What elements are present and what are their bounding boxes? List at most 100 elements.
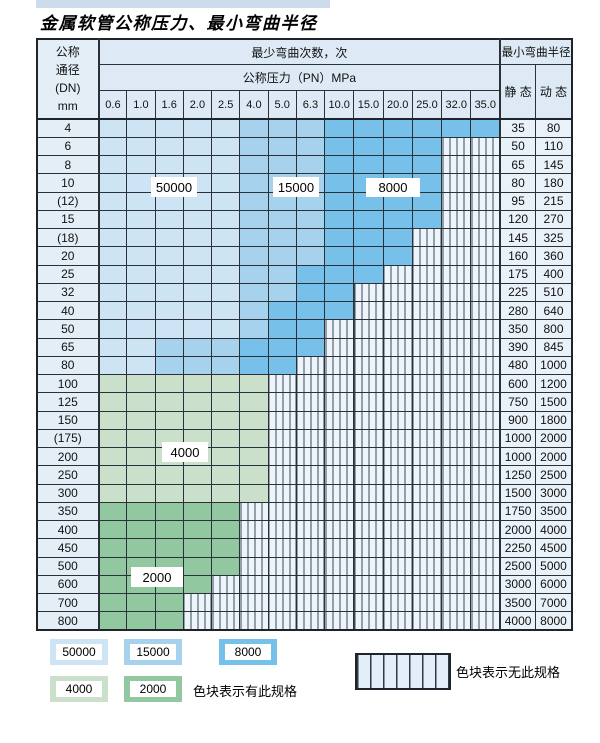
spec-cell [239,319,269,339]
spec-cell [267,483,297,503]
spec-cell [182,246,213,266]
dn-cell: 40 [36,300,100,321]
spec-cell [411,592,443,613]
spec-cell [382,501,413,522]
spec-cell [441,428,472,449]
spec-cell [211,136,241,157]
static-value-cell: 600 [499,373,537,394]
spec-cell [353,465,384,485]
spec-cell [239,592,269,613]
spec-cell [353,519,384,540]
spec-cell [98,556,128,576]
spec-cell [182,373,213,394]
spec-cell [154,118,184,138]
pressure-tick: 5.0 [267,90,297,120]
spec-cell [441,337,472,357]
spec-cell [154,246,184,266]
dynamic-value-cell: 845 [535,337,573,357]
dn-cell: 25 [36,264,100,284]
spec-cell [98,355,128,376]
legend-swatch-4000: 4000 [50,676,108,702]
spec-cell [154,465,184,485]
spec-cell [267,227,297,248]
spec-cell [239,337,269,357]
spec-cell [353,355,384,376]
dynamic-value-cell: 1800 [535,410,573,430]
spec-cell [324,592,355,613]
spec-cell [441,501,472,522]
spec-cell [353,300,384,321]
spec-cell [211,227,241,248]
spec-cell [126,483,156,503]
spec-cell [470,592,501,613]
static-value-cell: 480 [499,355,537,376]
dn-cell: 500 [36,556,100,576]
spec-cell [324,246,355,266]
spec-cell [154,337,184,357]
spec-cell [98,319,128,339]
spec-cell [98,392,128,412]
spec-cell [239,483,269,503]
spec-cell [126,227,156,248]
spec-cell [98,246,128,266]
legend-has-spec-text: 色块表示有此规格 [193,684,298,699]
dynamic-value-cell: 8000 [535,611,573,631]
spec-cell [98,300,128,321]
spec-cell [154,501,184,522]
spec-cell [353,246,384,266]
static-value-cell: 225 [499,282,537,303]
spec-cell [154,592,184,613]
spec-cell [239,264,269,284]
spec-cell [324,209,355,230]
spec-cell [211,611,241,631]
spec-cell [295,136,326,157]
dn-cell: 32 [36,282,100,303]
pressure-tick: 25.0 [411,90,443,120]
spec-cell [324,483,355,503]
spec-cell [295,501,326,522]
spec-cell [211,428,241,449]
spec-cell [239,227,269,248]
spec-cell [382,227,413,248]
dn-cell: 10 [36,173,100,193]
spec-cell [470,319,501,339]
dn-header-cell: 公称 通径 (DN) mm [36,38,100,120]
dn-cell: 65 [36,337,100,357]
spec-cell [353,209,384,230]
spec-cell [239,209,269,230]
spec-cell [470,574,501,595]
pressure-header: 公称压力（PN）MPa [98,64,501,91]
spec-cell [441,227,472,248]
spec-cell [182,300,213,321]
spec-cell [324,611,355,631]
dynamic-header: 动 态 [535,64,573,120]
legend-swatch-label: 15000 [130,644,176,660]
static-value-cell: 1000 [499,428,537,449]
table-row: 300 1500 3000 [36,483,573,503]
spec-cell [239,136,269,157]
spec-cell [239,282,269,303]
spec-cell [441,246,472,266]
spec-cell [441,519,472,540]
spec-cell [239,501,269,522]
spec-cell [353,264,384,284]
table-row: 600 3000 6000 [36,574,573,595]
spec-cell [411,355,443,376]
spec-cell [211,246,241,266]
spec-cell [441,319,472,339]
spec-cell [324,538,355,558]
spec-cell [353,227,384,248]
spec-cell [411,227,443,248]
region-label-4000: 4000 [162,442,208,462]
spec-cell [98,501,128,522]
spec-cell [211,209,241,230]
spec-cell [382,319,413,339]
spec-cell [126,465,156,485]
spec-cell [441,209,472,230]
spec-cell [154,264,184,284]
spec-cell [295,264,326,284]
spec-cell [126,154,156,175]
spec-cell [182,592,213,613]
spec-cell [441,136,472,157]
static-value-cell: 3500 [499,592,537,613]
